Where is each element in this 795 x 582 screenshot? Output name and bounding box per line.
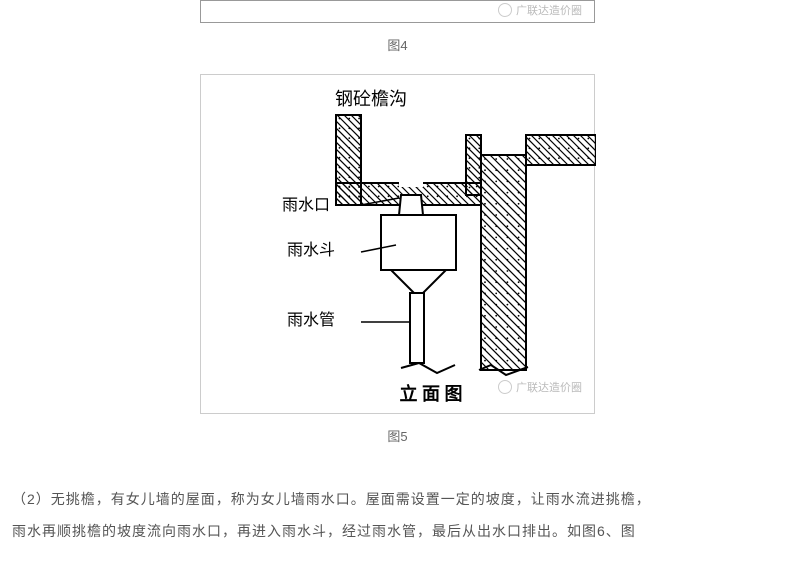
- watermark-text: 广联达造价圈: [516, 2, 582, 18]
- paragraph-line: （2）无挑檐，有女儿墙的屋面，称为女儿墙雨水口。屋面需设置一定的坡度，让雨水流进…: [12, 483, 785, 515]
- watermark-fig5: 广联达造价圈: [498, 379, 582, 395]
- figure5-container: 钢砼檐沟雨水口雨水斗雨水管立 面 图 广联达造价圈: [200, 74, 595, 414]
- figure4-remnant: 广联达造价圈: [200, 0, 595, 23]
- figure5-diagram: 钢砼檐沟雨水口雨水斗雨水管立 面 图: [201, 75, 596, 415]
- paragraph-line: 雨水再顺挑檐的坡度流向雨水口，再进入雨水斗，经过雨水管，最后从出水口排出。如图6…: [12, 515, 785, 547]
- svg-text:钢砼檐沟: 钢砼檐沟: [335, 89, 407, 109]
- wechat-icon: [498, 380, 512, 394]
- body-text: （2）无挑檐，有女儿墙的屋面，称为女儿墙雨水口。屋面需设置一定的坡度，让雨水流进…: [10, 483, 785, 547]
- svg-text:雨水口: 雨水口: [282, 196, 330, 214]
- figure5-caption: 图5: [10, 426, 785, 445]
- svg-text:雨水斗: 雨水斗: [287, 241, 335, 259]
- watermark-fig4: 广联达造价圈: [498, 2, 582, 18]
- wechat-icon: [498, 3, 512, 17]
- svg-text:立 面 图: 立 面 图: [400, 383, 463, 404]
- svg-text:雨水管: 雨水管: [287, 311, 335, 329]
- figure4-caption: 图4: [10, 35, 785, 54]
- watermark-text: 广联达造价圈: [516, 379, 582, 395]
